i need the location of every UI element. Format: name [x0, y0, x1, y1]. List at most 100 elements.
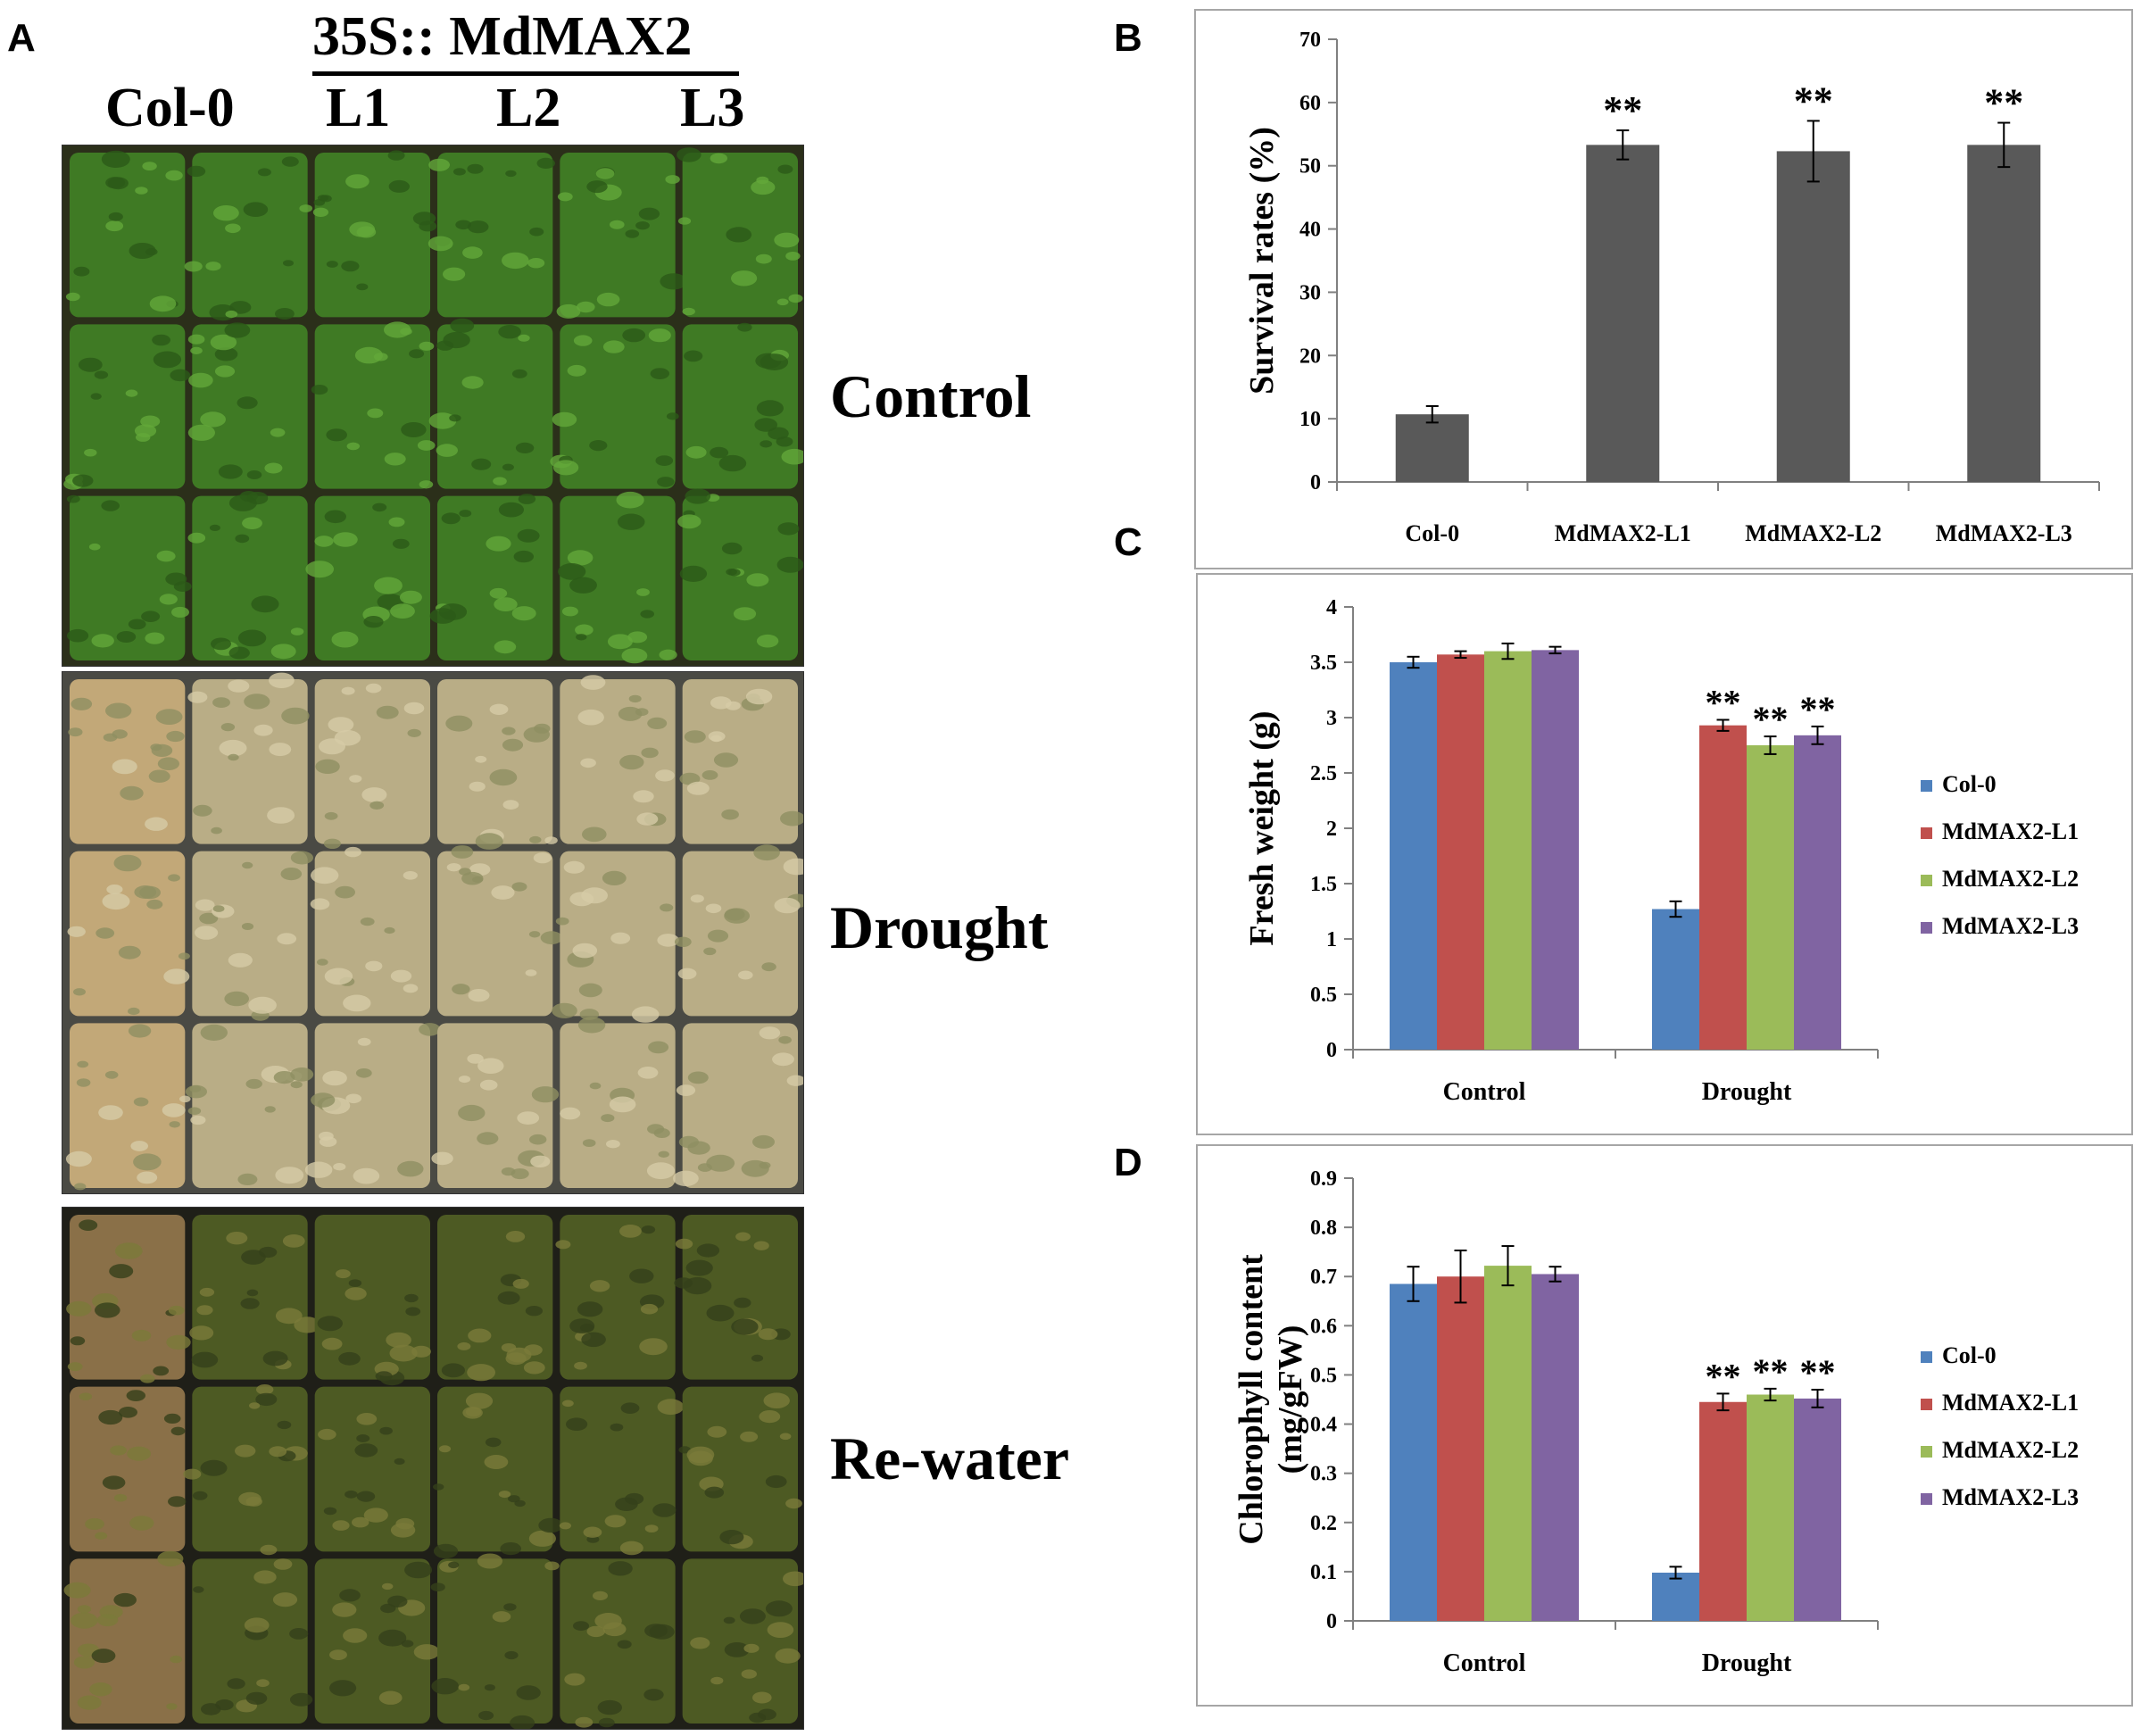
- seedling-leaf: [270, 644, 296, 660]
- seedling-leaf: [246, 1289, 259, 1297]
- seedling-leaf: [648, 328, 671, 343]
- seedling-leaf: [94, 370, 109, 379]
- seedling-leaf: [710, 1676, 724, 1685]
- seedling-leaf: [404, 1293, 419, 1303]
- seedling-leaf: [604, 1515, 627, 1528]
- legend-swatch: [1921, 922, 1932, 934]
- seedling-leaf: [733, 607, 757, 621]
- bar-mdmax2-l2-drought: [1747, 1394, 1794, 1621]
- seedling-leaf: [484, 1455, 509, 1469]
- seedling-leaf: [188, 372, 213, 388]
- seedling-leaf: [127, 1446, 152, 1461]
- seedling-leaf: [389, 1344, 418, 1362]
- seedling-leaf: [319, 738, 345, 755]
- seedling-leaf: [79, 1219, 98, 1231]
- seedling-leaf: [205, 262, 221, 271]
- seedling-leaf: [264, 462, 283, 474]
- seedling-leaf: [290, 627, 304, 635]
- seedling-leaf: [400, 328, 412, 336]
- seedling-leaf: [417, 440, 436, 451]
- seedling-leaf: [88, 543, 101, 551]
- y-tick-label: 2: [1326, 818, 1337, 841]
- seedling-leaf: [113, 1493, 128, 1502]
- seedling-leaf: [419, 341, 435, 351]
- bar-mdmax2-l3-control: [1532, 1274, 1579, 1621]
- seedling-leaf: [731, 1318, 759, 1335]
- seedling-leaf: [706, 1304, 735, 1322]
- pot-cell: [192, 495, 308, 660]
- bar-col-0-drought: [1652, 909, 1699, 1050]
- legend-label: MdMAX2-L3: [1942, 913, 2079, 939]
- chart-c-frame: 0 0.5 1 1.5 2 2.5 3 3.5 4 Control ** ** ** Drought Fre…: [1196, 573, 2133, 1135]
- seedling-leaf: [724, 1642, 750, 1657]
- pot-cell: [192, 1215, 308, 1380]
- seedling-leaf: [332, 1520, 350, 1531]
- x-tick-label: Control: [1443, 1649, 1526, 1677]
- seedling-leaf: [135, 187, 148, 195]
- seedling-leaf: [675, 1238, 693, 1250]
- seedling-leaf: [467, 220, 489, 234]
- seedling-leaf: [502, 738, 524, 752]
- seedling-leaf: [528, 1530, 557, 1547]
- seedling-leaf: [78, 357, 103, 372]
- panel-letter-b: B: [1114, 16, 1142, 60]
- seedling-leaf: [686, 781, 710, 795]
- seedling-leaf: [676, 1084, 696, 1096]
- seedling-leaf: [311, 385, 328, 395]
- seedling-leaf: [479, 1079, 498, 1091]
- seedling-leaf: [355, 1068, 372, 1078]
- seedling-leaf: [258, 1246, 278, 1258]
- seedling-leaf: [658, 1150, 669, 1158]
- seedling-leaf: [620, 1402, 640, 1414]
- seedling-leaf: [386, 1332, 411, 1348]
- seedling-leaf: [199, 1287, 215, 1297]
- seedling-leaf: [241, 923, 254, 930]
- seedling-leaf: [491, 885, 515, 900]
- seedling-leaf: [455, 220, 472, 230]
- seedling-leaf: [374, 577, 403, 594]
- seedling-leaf: [462, 246, 483, 259]
- seedling-leaf: [170, 1655, 183, 1664]
- seedling-leaf: [90, 393, 102, 400]
- seedling-leaf: [443, 267, 466, 281]
- panel-letter-a: A: [7, 16, 36, 60]
- seedling-leaf: [641, 1225, 656, 1234]
- chart-c-fresh-weight: 0 0.5 1 1.5 2 2.5 3 3.5 4 Control ** ** ** Drought Fre…: [1243, 596, 2079, 1106]
- pot-cell: [437, 1215, 553, 1380]
- seedling-leaf: [349, 775, 362, 783]
- seedling-leaf: [137, 1171, 158, 1184]
- seedling-leaf: [433, 1543, 459, 1559]
- seedling-leaf: [448, 1561, 460, 1569]
- pot-cell: [560, 1386, 676, 1552]
- seedling-leaf: [567, 550, 594, 566]
- seedling-leaf: [610, 932, 631, 944]
- significance-marker: **: [1800, 689, 1836, 729]
- seedling-leaf: [388, 517, 405, 527]
- seedling-leaf: [567, 364, 586, 377]
- y-tick-label: 0: [1326, 1039, 1337, 1062]
- seedling-leaf: [467, 163, 484, 174]
- seedling-leaf: [329, 1649, 347, 1660]
- column-label-l2: L2: [496, 78, 561, 138]
- seedling-leaf: [102, 1475, 126, 1490]
- seedling-leaf: [281, 707, 310, 725]
- seedling-leaf: [365, 683, 382, 694]
- seedling-leaf: [345, 846, 361, 858]
- seedling-leaf: [751, 1354, 764, 1362]
- seedling-leaf: [169, 1121, 180, 1128]
- seedling-leaf: [602, 1622, 627, 1637]
- seedling-leaf: [589, 1280, 610, 1292]
- seedling-leaf: [66, 494, 80, 503]
- seedling-leaf: [168, 1496, 187, 1508]
- seedling-leaf: [273, 1558, 293, 1570]
- seedling-leaf: [245, 1691, 268, 1705]
- panel-letter-d: D: [1114, 1141, 1142, 1184]
- seedling-leaf: [598, 1717, 615, 1728]
- seedling-leaf: [534, 723, 551, 734]
- seedling-leaf: [84, 448, 97, 457]
- seedling-leaf: [753, 844, 780, 861]
- seedling-leaf: [119, 1407, 137, 1418]
- seedling-leaf: [133, 1153, 162, 1171]
- seedling-leaf: [262, 1350, 288, 1366]
- seedling-leaf: [369, 801, 385, 810]
